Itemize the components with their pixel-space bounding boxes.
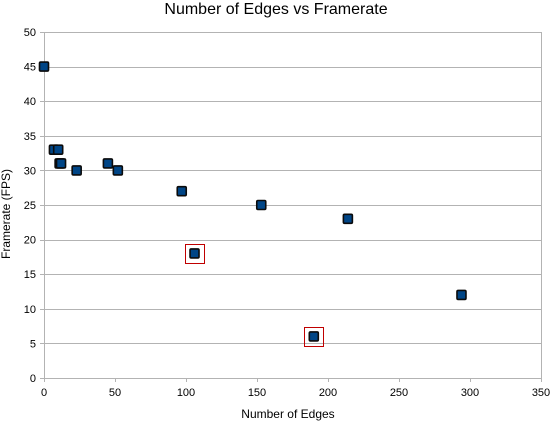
data-point <box>71 165 82 176</box>
x-tick-label: 250 <box>390 387 408 399</box>
x-tick-label: 0 <box>41 387 47 399</box>
y-tick-label: 0 <box>30 373 36 385</box>
y-tick-label: 5 <box>30 338 36 350</box>
highlight-box <box>184 243 206 265</box>
x-axis-label: Number of Edges <box>241 407 334 421</box>
data-point <box>189 248 200 259</box>
data-point <box>456 289 467 301</box>
highlight-box <box>303 326 325 348</box>
data-point <box>55 158 67 169</box>
y-tick-label: 50 <box>24 27 36 39</box>
y-tick-label: 10 <box>24 304 36 316</box>
data-point <box>255 199 267 211</box>
data-point <box>308 331 320 342</box>
y-tick-label: 35 <box>24 131 36 143</box>
x-tick-label: 350 <box>532 387 550 399</box>
chart-title: Number of Edges vs Framerate <box>164 1 387 18</box>
y-tick-label: 25 <box>24 200 36 212</box>
highlight-layer <box>184 243 325 348</box>
y-tick-label: 45 <box>24 62 36 74</box>
data-point-layer <box>38 61 467 342</box>
x-tick-label: 50 <box>109 387 121 399</box>
y-tick-label: 20 <box>24 235 36 247</box>
y-tick-label: 15 <box>24 269 36 281</box>
axis-layer <box>40 32 542 382</box>
y-tick-label: 40 <box>24 96 36 108</box>
x-tick-label: 150 <box>248 387 266 399</box>
grid-layer <box>44 32 541 379</box>
x-tick-label: 100 <box>177 387 195 399</box>
data-point <box>38 61 50 72</box>
tick-label-layer: 0 5 10 15 20 25 30 35 40 45 50 0 50 100 150 200 250 300 35… <box>24 27 550 399</box>
data-point <box>52 144 64 155</box>
data-point <box>112 165 124 176</box>
data-point <box>102 158 114 169</box>
y-axis-label: Framerate (FPS) <box>0 169 13 259</box>
x-tick-label: 200 <box>319 387 337 399</box>
data-point <box>176 185 188 197</box>
x-tick-label: 300 <box>461 387 479 399</box>
data-point <box>342 213 354 225</box>
y-tick-label: 30 <box>24 165 36 177</box>
